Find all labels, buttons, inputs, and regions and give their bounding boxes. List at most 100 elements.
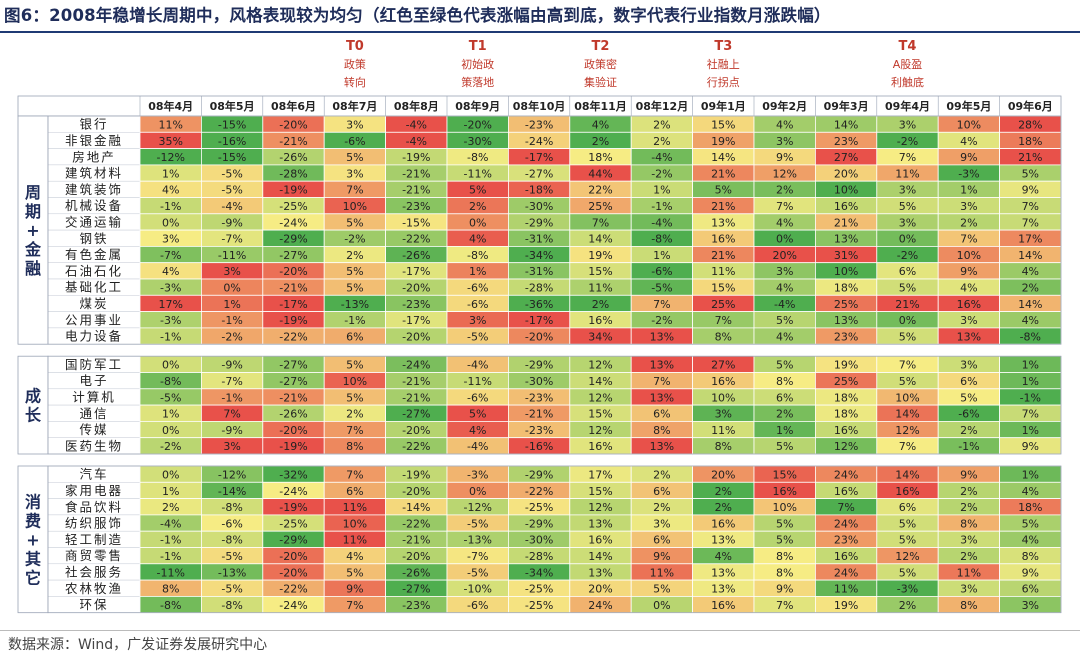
cell-value: -20% (279, 119, 307, 132)
row-label: 非银金融 (65, 133, 123, 148)
cell-value: 12% (588, 359, 612, 372)
cell-value: 3% (776, 135, 793, 148)
cell-value: -1% (160, 550, 181, 563)
cell-value: 0% (653, 599, 670, 612)
cell-value: 7% (1022, 200, 1039, 213)
cell-value: 13% (834, 314, 858, 327)
cell-value: 28% (1018, 119, 1042, 132)
cell-value: 3% (223, 265, 240, 278)
cell-value: 2% (469, 200, 486, 213)
cell-value: 24% (834, 469, 858, 482)
cell-value: 13% (711, 583, 735, 596)
cell-value: 23% (834, 330, 858, 343)
cell-value: -3% (897, 583, 918, 596)
cell-value: 2% (776, 408, 793, 421)
cell-value: -20% (463, 119, 491, 132)
cell-value: 1% (1022, 424, 1039, 437)
cell-value: -1% (221, 314, 242, 327)
cell-value: -4% (221, 200, 242, 213)
cell-value: -27% (279, 375, 307, 388)
cell-value: 3% (960, 534, 977, 547)
cell-value: 17% (588, 469, 612, 482)
cell-value: 15% (588, 265, 612, 278)
cell-value: 3% (960, 314, 977, 327)
cell-value: 0% (899, 233, 916, 246)
cell-value: 8% (960, 517, 977, 530)
cell-value: -29% (525, 469, 553, 482)
cell-value: -3% (160, 314, 181, 327)
column-header: 09年5月 (946, 99, 991, 113)
row-label: 传媒 (79, 422, 108, 437)
cell-value: 1% (1022, 375, 1039, 388)
cell-value: -4% (774, 298, 795, 311)
cell-value: -32% (279, 469, 307, 482)
cell-value: 9% (960, 151, 977, 164)
cell-value: -4% (651, 151, 672, 164)
cell-value: -28% (525, 282, 553, 295)
cell-value: 24% (834, 517, 858, 530)
cell-value: 12% (588, 424, 612, 437)
cell-value: 2% (1022, 282, 1039, 295)
cell-value: 4% (960, 282, 977, 295)
cell-value: 17% (158, 298, 182, 311)
cell-value: -6% (958, 408, 979, 421)
cell-value: -31% (525, 265, 553, 278)
cell-value: 13% (711, 566, 735, 579)
cell-value: 7% (776, 200, 793, 213)
cell-value: 7% (346, 469, 363, 482)
cell-value: 8% (715, 330, 732, 343)
cell-value: 18% (834, 391, 858, 404)
cell-value: 3% (223, 440, 240, 453)
cell-value: 12% (588, 391, 612, 404)
cell-value: 18% (1018, 501, 1042, 514)
cell-value: 6% (960, 375, 977, 388)
cell-value: 1% (653, 249, 670, 262)
cell-value: 4% (1022, 265, 1039, 278)
cell-value: -11% (463, 167, 491, 180)
marker-label: 行拐点 (707, 75, 740, 89)
marker-label: 集验证 (584, 75, 617, 89)
cell-value: 10% (895, 391, 919, 404)
cell-value: -24% (279, 599, 307, 612)
cell-value: -2% (221, 330, 242, 343)
cell-value: -11% (463, 375, 491, 388)
cell-value: 8% (960, 599, 977, 612)
cell-value: 7% (899, 151, 916, 164)
cell-value: 8% (715, 440, 732, 453)
cell-value: 4% (592, 119, 609, 132)
cell-value: 16% (588, 534, 612, 547)
marker-tag: T4 (899, 39, 917, 54)
cell-value: -19% (279, 440, 307, 453)
cell-value: -4% (160, 517, 181, 530)
cell-value: 11% (158, 119, 182, 132)
cell-value: -30% (463, 135, 491, 148)
cell-value: -2% (651, 314, 672, 327)
cell-value: 14% (588, 375, 612, 388)
cell-value: 2% (960, 424, 977, 437)
cell-value: 0% (162, 216, 179, 229)
cell-value: 5% (346, 359, 363, 372)
cell-value: -16% (525, 440, 553, 453)
cell-value: 16% (711, 517, 735, 530)
source-note: 数据来源：Wind，广发证券发展研究中心 (8, 637, 268, 653)
cell-value: -9% (221, 359, 242, 372)
cell-value: 13% (650, 440, 674, 453)
cell-value: 1% (162, 408, 179, 421)
cell-value: -17% (402, 314, 430, 327)
column-header: 08年7月 (332, 99, 377, 113)
cell-value: 6% (346, 485, 363, 498)
cell-value: 8% (653, 424, 670, 437)
cell-value: -21% (402, 375, 430, 388)
cell-value: 3% (653, 517, 670, 530)
cell-value: -6% (344, 135, 365, 148)
cell-value: -12% (218, 469, 246, 482)
cell-value: 9% (776, 583, 793, 596)
cell-value: -21% (279, 282, 307, 295)
cell-value: 10% (957, 119, 981, 132)
cell-value: -8% (160, 599, 181, 612)
group-outline (47, 465, 1062, 614)
cell-value: 11% (343, 534, 367, 547)
cell-value: 5% (346, 265, 363, 278)
cell-value: -1% (160, 200, 181, 213)
cell-value: 0% (899, 314, 916, 327)
